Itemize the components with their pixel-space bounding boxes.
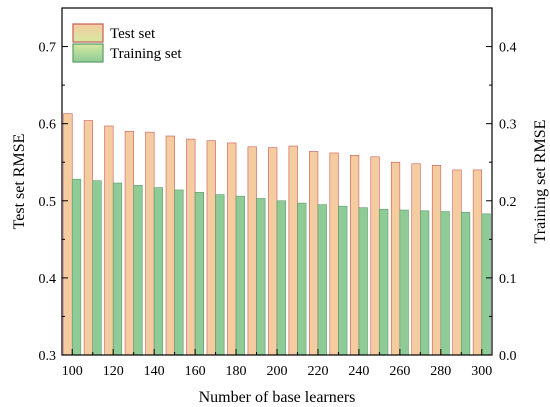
bar-training-set: [194, 191, 204, 356]
x-axis-title: Number of base learners: [199, 389, 356, 406]
right-y-tick-label: 0.4: [499, 41, 517, 56]
bar-training-set: [297, 202, 307, 356]
right-y-axis: 0.0 0.1 0.2 0.3 0.4: [486, 41, 517, 364]
right-y-tick-label: 0.0: [499, 349, 517, 364]
x-tick-label: 100: [62, 364, 83, 379]
x-tick-label: 260: [389, 364, 410, 379]
left-y-tick-label: 0.3: [39, 349, 57, 364]
bar-training-set: [460, 212, 471, 356]
right-y-tick-label: 0.2: [499, 195, 517, 210]
bar-training-set: [399, 209, 409, 356]
bar-training-set: [481, 213, 491, 356]
bar-training-set: [92, 180, 102, 356]
x-tick-label: 180: [226, 364, 247, 379]
legend-label-test-set: Test set: [110, 26, 156, 42]
left-y-tick-label: 0.5: [39, 195, 57, 210]
bar-test-set: [165, 135, 175, 356]
right-y-tick-label: 0.3: [499, 118, 517, 133]
bar-training-set: [420, 210, 430, 356]
right-y-tick-label: 0.1: [499, 272, 517, 287]
left-y-axis: 0.3 0.4 0.5 0.6 0.7: [39, 41, 68, 364]
legend-swatch-test-set: [72, 23, 104, 43]
bar-test-set: [452, 169, 462, 356]
x-tick-label: 300: [471, 364, 492, 379]
test-set-bars: [63, 113, 483, 356]
x-tick-label: 200: [267, 364, 288, 379]
bar-test-set: [472, 169, 483, 356]
left-y-tick-label: 0.6: [39, 118, 57, 133]
bar-training-set: [112, 182, 123, 356]
bar-test-set: [370, 156, 380, 356]
bar-test-set: [411, 163, 421, 356]
bar-test-set: [227, 142, 237, 356]
bar-test-set: [206, 140, 216, 356]
right-y-axis-title: Training set RMSE: [532, 120, 549, 244]
x-tick-label: 140: [144, 364, 165, 379]
bar-training-set: [174, 189, 184, 356]
bar-test-set: [186, 138, 196, 356]
bar-training-set: [256, 198, 266, 356]
training-set-bars: [71, 178, 491, 356]
x-tick-label: 120: [103, 364, 124, 379]
x-tick-label: 280: [430, 364, 451, 379]
legend-swatch-training-set: [72, 43, 104, 63]
bar-test-set: [309, 151, 319, 356]
bar-training-set: [235, 195, 245, 356]
bar-test-set: [83, 120, 94, 356]
bar-test-set: [350, 154, 360, 356]
x-axis: 100 120 140 160 180 200 220 240 260 280 300: [62, 349, 492, 379]
bar-test-set: [268, 147, 278, 356]
bar-test-set: [247, 146, 257, 356]
bar-training-set: [276, 200, 286, 356]
bar-training-set: [379, 208, 389, 356]
left-y-tick-label: 0.4: [39, 272, 57, 287]
x-tick-label: 220: [307, 364, 328, 379]
bar-training-set: [358, 207, 368, 356]
bar-training-set: [71, 178, 82, 356]
bar-training-set: [338, 205, 348, 356]
bar-test-set: [390, 161, 401, 356]
bar-test-set: [124, 131, 134, 356]
bar-training-set: [215, 194, 225, 356]
bar-test-set: [104, 125, 114, 356]
bar-training-set: [133, 185, 143, 356]
left-y-axis-title: Test set RMSE: [11, 134, 28, 230]
left-y-tick-label: 0.7: [39, 41, 57, 56]
legend-label-training-set: Training set: [110, 46, 182, 62]
bar-test-set: [288, 145, 298, 356]
bar-test-set: [431, 165, 442, 356]
bar-test-set: [63, 113, 73, 356]
legend: Test set Training set: [72, 23, 182, 63]
bar-test-set: [329, 152, 339, 356]
x-tick-label: 160: [185, 364, 206, 379]
bar-training-set: [440, 211, 450, 356]
bar-test-set: [145, 131, 155, 356]
x-tick-label: 240: [348, 364, 369, 379]
bar-training-set: [153, 187, 164, 356]
bar-training-set: [317, 204, 327, 356]
